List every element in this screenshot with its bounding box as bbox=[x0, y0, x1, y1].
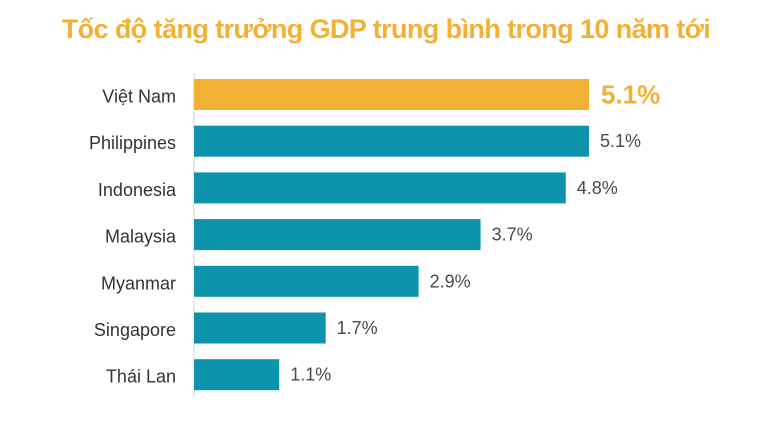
value-label-viet-nam: 5.1% bbox=[601, 80, 660, 110]
value-labels-group: 5.1% 5.1% 4.8% 3.7% 2.9% 1.7% 1.1% bbox=[290, 80, 660, 385]
category-label-thai-lan: Thái Lan bbox=[106, 367, 176, 387]
category-label-viet-nam: Việt Nam bbox=[102, 87, 176, 107]
category-label-myanmar: Myanmar bbox=[101, 273, 176, 293]
value-label-singapore: 1.7% bbox=[337, 318, 378, 338]
value-label-thai-lan: 1.1% bbox=[290, 365, 331, 385]
category-label-indonesia: Indonesia bbox=[98, 180, 177, 200]
bar-indonesia bbox=[194, 172, 566, 204]
bar-myanmar bbox=[194, 265, 419, 297]
category-label-philippines: Philippines bbox=[89, 133, 176, 153]
category-labels-group: Việt Nam Philippines Indonesia Malaysia Myan… bbox=[89, 87, 177, 387]
bar-viet-nam bbox=[194, 79, 589, 110]
value-label-indonesia: 4.8% bbox=[577, 178, 618, 198]
bar-philippines bbox=[194, 125, 589, 157]
bars-group bbox=[194, 79, 589, 391]
bar-malaysia bbox=[194, 219, 481, 251]
category-label-malaysia: Malaysia bbox=[105, 227, 177, 247]
bar-singapore bbox=[194, 312, 326, 344]
value-label-myanmar: 2.9% bbox=[430, 271, 471, 291]
bar-thai-lan bbox=[194, 359, 280, 391]
value-label-malaysia: 3.7% bbox=[492, 225, 533, 245]
chart-title: Tốc độ tăng trưởng GDP trung bình trong … bbox=[61, 14, 711, 44]
value-label-philippines: 5.1% bbox=[600, 131, 641, 151]
category-label-singapore: Singapore bbox=[94, 320, 176, 340]
